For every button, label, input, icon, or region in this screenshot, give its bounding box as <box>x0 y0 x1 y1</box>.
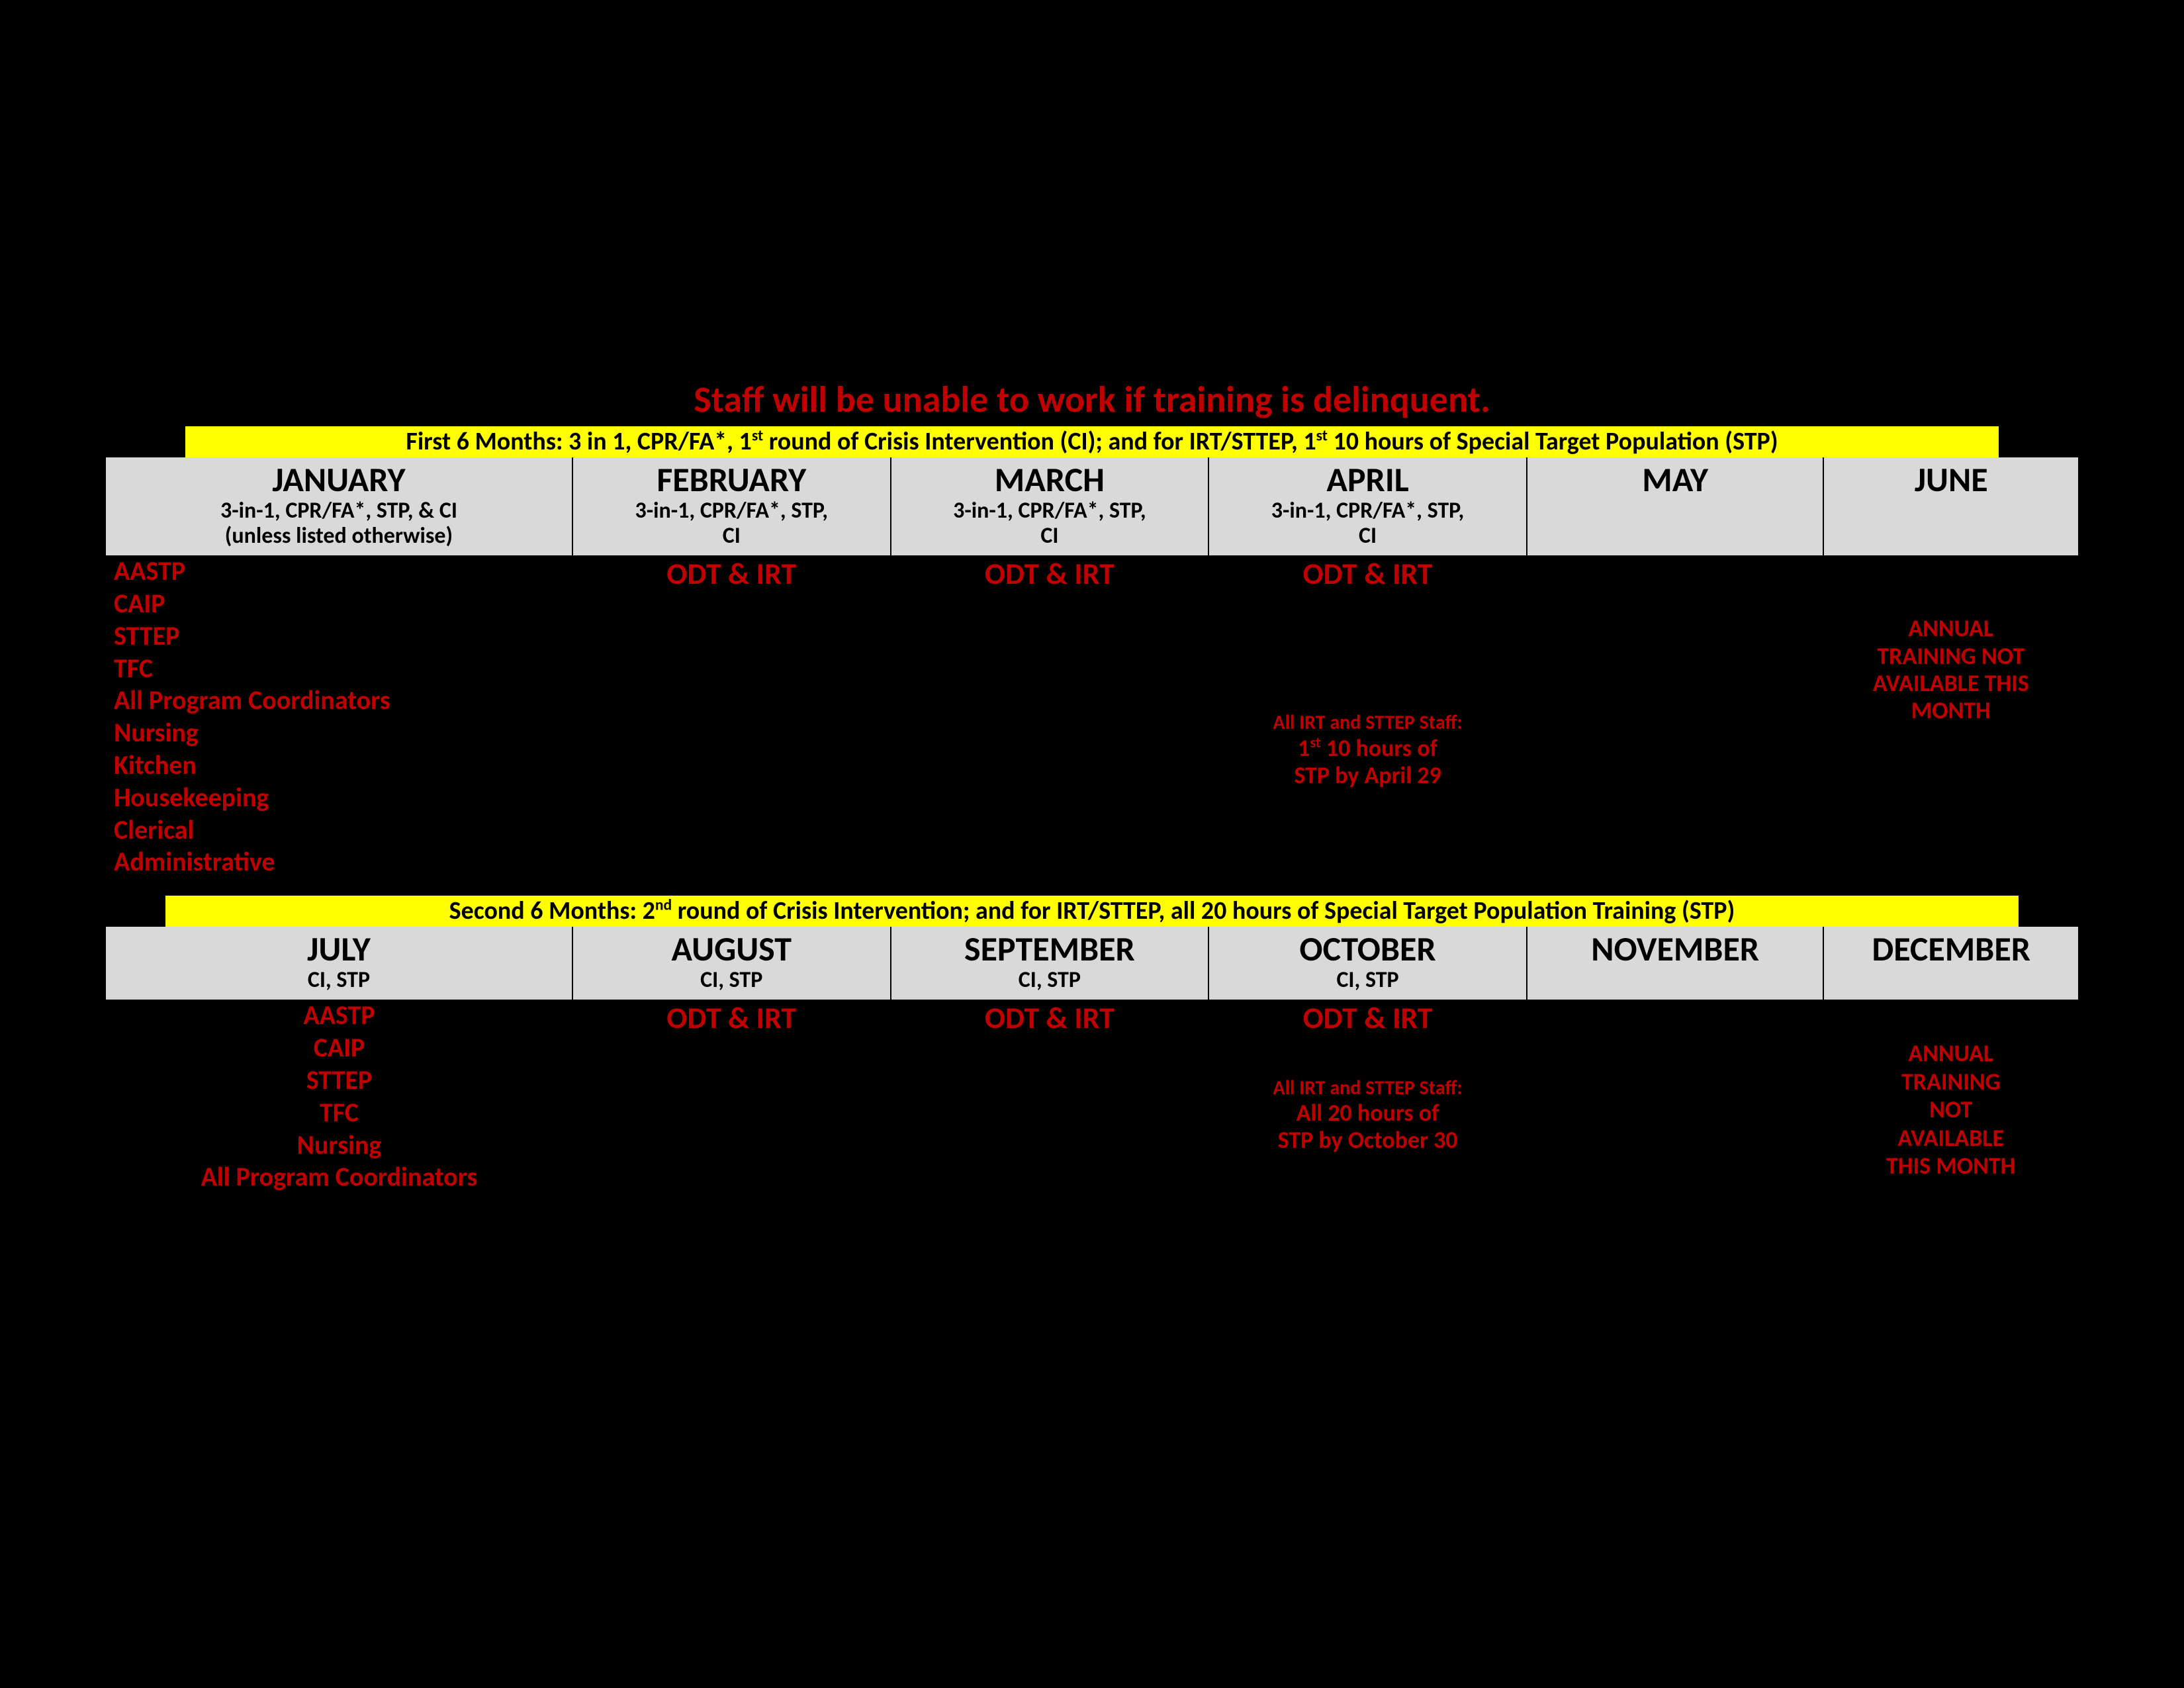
cell-aug: ODT & IRT <box>572 1000 891 1194</box>
hdr-oct: OCTOBER CI, STP <box>1208 927 1527 1000</box>
jan-l9: Administrative <box>114 846 572 878</box>
month-sep: SEPTEMBER <box>891 927 1208 967</box>
sub-sep: CI, STP <box>891 966 1208 1000</box>
month-jan: JANUARY <box>106 457 572 498</box>
jan-l5: Nursing <box>114 717 572 749</box>
calendar-first-half: JANUARY 3-in-1, CPR/FA*, STP, & CI (unle… <box>106 457 2078 879</box>
warning-line: Staff will be unable to work if training… <box>106 377 2078 422</box>
oct-note-l2: STP by October 30 <box>1208 1127 1527 1154</box>
cell-oct: ODT & IRT All IRT and STTEP Staff: All 2… <box>1208 1000 1527 1194</box>
mar-odt: ODT & IRT <box>891 555 1209 592</box>
jan-l2: STTEP <box>114 620 572 653</box>
feb-odt: ODT & IRT <box>572 555 891 592</box>
body-row-2: AASTP CAIP STTEP TFC Nursing All Program… <box>106 1000 2078 1194</box>
cell-sep: ODT & IRT <box>891 1000 1209 1194</box>
jul-l4: Nursing <box>106 1129 572 1162</box>
sep-odt: ODT & IRT <box>891 1000 1209 1037</box>
sub-apr: 3-in-1, CPR/FA*, STP, CI <box>1209 497 1526 555</box>
sub-oct: CI, STP <box>1209 966 1526 1000</box>
hdr-feb: FEBRUARY 3-in-1, CPR/FA*, STP, CI <box>572 457 891 556</box>
jan-l4: All Program Coordinators <box>114 684 572 717</box>
cell-apr: ODT & IRT All IRT and STTEP Staff: 1st 1… <box>1208 555 1527 878</box>
apr-note: All IRT and STTEP Staff: 1st 10 hours of… <box>1208 712 1527 789</box>
sub-feb: 3-in-1, CPR/FA*, STP, CI <box>573 497 890 555</box>
jan-l7: Housekeeping <box>114 782 572 814</box>
month-may: MAY <box>1527 457 1823 498</box>
jul-list: AASTP CAIP STTEP TFC Nursing All Program… <box>106 1000 572 1194</box>
apr-odt: ODT & IRT <box>1208 555 1527 592</box>
oct-odt: ODT & IRT <box>1208 1000 1527 1037</box>
month-jun: JUNE <box>1824 457 2078 498</box>
calendar-second-half: JULY CI, STP AUGUST CI, STP SEPTEMBER CI… <box>106 927 2078 1194</box>
month-feb: FEBRUARY <box>573 457 890 498</box>
banner-2-wrap: Second 6 Months: 2nd round of Crisis Int… <box>165 896 2019 927</box>
banner1-pre: First 6 Months: 3 in 1, CPR/FA*, 1 <box>406 426 751 457</box>
sub-aug: CI, STP <box>573 966 890 1000</box>
jan-l8: Clerical <box>114 814 572 847</box>
month-nov: NOVEMBER <box>1527 927 1823 967</box>
jul-l2: STTEP <box>106 1064 572 1097</box>
banner-2: Second 6 Months: 2nd round of Crisis Int… <box>165 896 2019 927</box>
month-apr: APRIL <box>1209 457 1526 498</box>
month-aug: AUGUST <box>573 927 890 967</box>
sub-jan: 3-in-1, CPR/FA*, STP, & CI (unless liste… <box>106 497 572 555</box>
hdr-aug: AUGUST CI, STP <box>572 927 891 1000</box>
hdr-may: MAY <box>1527 457 1824 556</box>
cell-jan: AASTP CAIP STTEP TFC All Program Coordin… <box>106 555 572 878</box>
jul-l1: CAIP <box>106 1032 572 1064</box>
banner1-sup2: st <box>1316 426 1328 445</box>
jun-annual: ANNUAL TRAINING NOT AVAILABLE THIS MONTH <box>1823 615 2078 725</box>
banner2-pre: Second 6 Months: 2 <box>449 896 655 926</box>
cell-jun: ANNUAL TRAINING NOT AVAILABLE THIS MONTH <box>1823 555 2078 878</box>
month-jul: JULY <box>106 927 572 967</box>
oct-note: All IRT and STTEP Staff: All 20 hours of… <box>1208 1077 1527 1154</box>
cell-mar: ODT & IRT <box>891 555 1209 878</box>
cell-may <box>1527 555 1824 878</box>
banner-1-wrap: First 6 Months: 3 in 1, CPR/FA*, 1st rou… <box>185 426 1999 457</box>
dec-annual: ANNUAL TRAINING NOT AVAILABLE THIS MONTH <box>1823 1039 2078 1180</box>
banner2-post: round of Crisis Intervention; and for IR… <box>672 896 1735 926</box>
cell-dec: ANNUAL TRAINING NOT AVAILABLE THIS MONTH <box>1823 1000 2078 1194</box>
hdr-jul: JULY CI, STP <box>106 927 572 1000</box>
header-row-2: JULY CI, STP AUGUST CI, STP SEPTEMBER CI… <box>106 927 2078 1000</box>
hdr-sep: SEPTEMBER CI, STP <box>891 927 1209 1000</box>
jul-l0: AASTP <box>106 1000 572 1032</box>
apr-note-l2: STP by April 29 <box>1208 762 1527 789</box>
cell-nov <box>1527 1000 1824 1194</box>
banner-1: First 6 Months: 3 in 1, CPR/FA*, 1st rou… <box>185 426 1999 457</box>
jan-l3: TFC <box>114 653 572 685</box>
hdr-dec: DECEMBER <box>1823 927 2078 1000</box>
jan-l0: AASTP <box>114 555 572 588</box>
page-root: Staff will be unable to work if training… <box>0 0 2184 1260</box>
apr-note-small: All IRT and STTEP Staff: <box>1208 712 1527 735</box>
jul-l5: All Program Coordinators <box>106 1161 572 1194</box>
body-row-1: AASTP CAIP STTEP TFC All Program Coordin… <box>106 555 2078 878</box>
hdr-jan: JANUARY 3-in-1, CPR/FA*, STP, & CI (unle… <box>106 457 572 556</box>
month-oct: OCTOBER <box>1209 927 1526 967</box>
hdr-mar: MARCH 3-in-1, CPR/FA*, STP, CI <box>891 457 1209 556</box>
banner1-sup1: st <box>752 426 763 445</box>
sub-mar: 3-in-1, CPR/FA*, STP, CI <box>891 497 1208 555</box>
cell-jul: AASTP CAIP STTEP TFC Nursing All Program… <box>106 1000 572 1194</box>
sub-jul: CI, STP <box>106 966 572 1000</box>
banner1-mid: round of Crisis Intervention (CI); and f… <box>763 426 1316 457</box>
banner2-sup: nd <box>655 896 672 915</box>
header-row-1: JANUARY 3-in-1, CPR/FA*, STP, & CI (unle… <box>106 457 2078 556</box>
month-dec: DECEMBER <box>1824 927 2078 967</box>
banner1-post: 10 hours of Special Target Population (S… <box>1328 426 1778 457</box>
cell-feb: ODT & IRT <box>572 555 891 878</box>
oct-note-l1: All 20 hours of <box>1208 1100 1527 1127</box>
jan-l1: CAIP <box>114 588 572 620</box>
oct-note-small: All IRT and STTEP Staff: <box>1208 1077 1527 1100</box>
jul-l3: TFC <box>106 1097 572 1129</box>
hdr-jun: JUNE <box>1823 457 2078 556</box>
hdr-apr: APRIL 3-in-1, CPR/FA*, STP, CI <box>1208 457 1527 556</box>
month-mar: MARCH <box>891 457 1208 498</box>
hdr-nov: NOVEMBER <box>1527 927 1824 1000</box>
jan-list: AASTP CAIP STTEP TFC All Program Coordin… <box>106 555 572 878</box>
jan-l6: Kitchen <box>114 749 572 782</box>
aug-odt: ODT & IRT <box>572 1000 891 1037</box>
apr-note-l1: 1st 10 hours of <box>1208 735 1527 762</box>
